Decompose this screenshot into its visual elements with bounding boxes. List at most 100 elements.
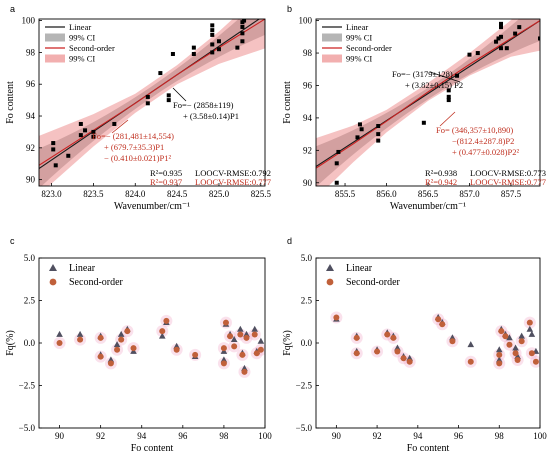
data-point	[145, 94, 150, 99]
panel-c: c 90 92 94 96 98 100 −5.0 −2.5 0.0 2.5 5.0 Fo conten…	[5, 236, 272, 454]
y-tick-label: 2.5	[301, 296, 313, 306]
second-order-equation-arrow	[111, 119, 129, 134]
data-point	[112, 121, 117, 126]
x-tick-label: 857.0	[459, 189, 480, 199]
linear-residual-point	[512, 344, 519, 351]
linear-residual-point	[158, 332, 166, 339]
data-point	[170, 51, 175, 56]
legend-marker-second-order	[49, 278, 57, 286]
x-tick-label: 857.5	[501, 189, 522, 199]
data-point	[376, 132, 381, 137]
data-point	[538, 36, 540, 41]
second-order-residual-point	[498, 328, 505, 335]
y-tick-label: 98	[26, 47, 36, 57]
data-point	[78, 133, 83, 138]
legend-marker-second-order	[326, 278, 334, 286]
plot-area	[39, 19, 265, 186]
data-point	[499, 25, 504, 30]
panel-label: d	[287, 236, 292, 246]
panel-b: b 855.5 856.0 856.5 857.0 857.5 90 92 94 96 98 100 W…	[282, 4, 546, 212]
y-axis-title: Fq(%)	[282, 330, 293, 356]
ci-band-linear	[39, 19, 265, 186]
plot-area	[316, 19, 540, 186]
data-point	[499, 34, 504, 39]
y-tick-label: −5.0	[296, 423, 313, 433]
second-order-residual-point	[502, 333, 509, 340]
data-point	[504, 46, 509, 51]
second-order-residual-point	[124, 328, 131, 335]
second-order-equation: − (0.410±0.021)P1²	[104, 153, 171, 163]
data-point	[66, 153, 71, 158]
y-axis-title: Fo content	[282, 81, 293, 124]
second-order-residual-point	[173, 346, 180, 353]
second-order-residual-point	[496, 360, 503, 367]
legend-box	[322, 33, 342, 42]
linear-residual-point	[230, 336, 238, 342]
second-order-residual-point	[506, 341, 513, 348]
linear-residual-point	[113, 341, 121, 348]
second-order-residual-point	[257, 346, 264, 353]
second-order-residual-point	[435, 316, 442, 323]
y-tick-label: 0.0	[301, 338, 313, 348]
panel-d: d 90 92 94 96 98 100 −5.0 −2.5 0.0 2.5 5.0 Fo conten…	[282, 236, 547, 454]
data-point	[517, 25, 522, 30]
second-order-residual-point	[400, 355, 407, 362]
data-point	[158, 71, 163, 76]
y-tick-label: 90	[303, 178, 313, 188]
linear-residual-point	[528, 330, 536, 337]
second-order-equation: Fo= (346,357±10,890)	[436, 125, 513, 135]
data-point	[210, 28, 215, 33]
x-tick-label: 825.5	[251, 189, 272, 199]
data-point	[210, 50, 215, 55]
legend-label: Second-order	[69, 277, 124, 288]
data-point	[499, 46, 504, 51]
y-tick-label: −5.0	[19, 423, 36, 433]
second-order-residual-point	[251, 331, 258, 338]
second-order-residual-point	[222, 319, 229, 326]
linear-residual-point	[76, 330, 84, 337]
x-tick-label: 824.5	[167, 189, 188, 199]
linear-residual-point	[495, 346, 503, 353]
data-point	[91, 134, 96, 139]
second-order-residual-point	[518, 338, 525, 345]
x-tick-label: 92	[96, 431, 105, 441]
second-order-residual-point	[231, 343, 238, 350]
data-point	[499, 21, 504, 26]
data-point	[475, 51, 480, 56]
x-tick-label: 94	[413, 431, 423, 441]
linear-residual-point	[257, 337, 265, 344]
y-tick-label: 100	[299, 16, 313, 26]
y-tick-label: 96	[26, 79, 36, 89]
linear-residual-point	[117, 330, 125, 337]
second-order-residual-point	[467, 358, 474, 365]
y-axis-title: Fo content	[5, 81, 16, 124]
second-order-residual-point	[97, 353, 104, 360]
legend-marker-linear	[49, 264, 57, 271]
x-tick-label: 96	[178, 431, 188, 441]
data-point	[496, 36, 501, 41]
r2-linear: R²=0.935	[150, 168, 182, 178]
x-tick-label: 100	[533, 431, 547, 441]
x-tick-label: 90	[55, 431, 65, 441]
second-order-residual-point	[77, 336, 84, 343]
data-point	[78, 121, 83, 126]
r2-second-order: R²=0.942	[425, 177, 457, 187]
linear-residual-point	[467, 341, 475, 348]
data-point	[191, 45, 196, 50]
data-point	[191, 51, 196, 56]
x-tick-label: 98	[495, 431, 505, 441]
data-point	[166, 98, 171, 103]
rmse-second-order: LOOCV-RMSE:0.777	[195, 177, 271, 187]
data-point	[216, 47, 221, 52]
legend-label: 99% CI	[69, 33, 95, 43]
second-order-residual-point	[56, 340, 63, 346]
data-point	[359, 127, 364, 132]
data-point	[210, 42, 215, 47]
y-tick-label: 100	[22, 16, 36, 26]
linear-equation-arrow	[429, 71, 461, 83]
panel-label: c	[10, 236, 15, 246]
second-order-residual-point	[220, 360, 227, 367]
data-point	[210, 23, 215, 28]
x-tick-label: 824.0	[125, 189, 146, 199]
